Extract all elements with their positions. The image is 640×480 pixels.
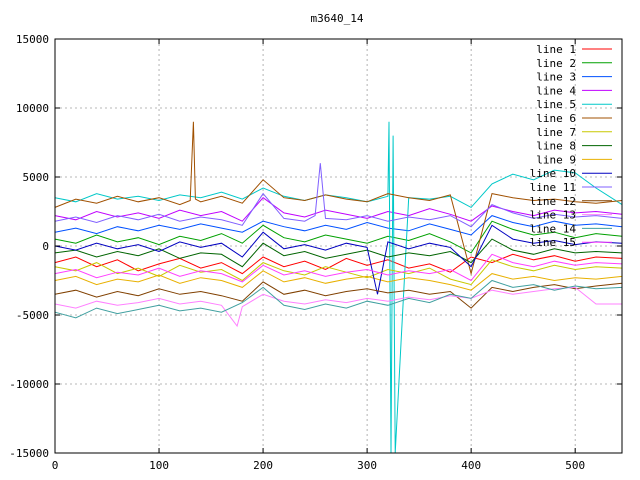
y-tick-label: -10000 <box>9 378 49 391</box>
legend-label-2: line 2 <box>536 57 576 70</box>
x-tick-label: 100 <box>149 459 169 472</box>
legend-label-12: line 12 <box>530 195 576 208</box>
series-line-12 <box>54 281 623 309</box>
series-line-7 <box>54 259 623 286</box>
series-line-4 <box>54 197 623 222</box>
x-tick-label: 300 <box>357 459 377 472</box>
legend-label-6: line 6 <box>536 112 576 125</box>
x-tick-label: 400 <box>461 459 481 472</box>
series-line-13 <box>54 286 622 328</box>
chart-title: m3640_14 <box>311 12 364 25</box>
legend-label-7: line 7 <box>536 126 576 139</box>
legend-label-10: line 10 <box>530 167 576 180</box>
series-line-6 <box>54 121 623 276</box>
x-tick-label: 500 <box>565 459 585 472</box>
series-line-3 <box>54 215 623 236</box>
series-line-9 <box>54 270 623 291</box>
series-line-8 <box>54 238 623 268</box>
legend-label-8: line 8 <box>536 140 576 153</box>
x-tick-label: 0 <box>52 459 59 472</box>
grid <box>55 39 622 453</box>
y-tick-label: 10000 <box>16 102 49 115</box>
y-tick-label: -5000 <box>16 309 49 322</box>
x-tick-label: 200 <box>253 459 273 472</box>
legend-label-13: line 13 <box>530 209 576 222</box>
series-group <box>54 121 623 454</box>
y-tick-label: 0 <box>42 240 49 253</box>
legend-label-3: line 3 <box>536 71 576 84</box>
legend-label-4: line 4 <box>536 84 576 97</box>
series-line-2 <box>54 220 623 254</box>
series-line-10 <box>54 224 623 295</box>
legend-label-1: line 1 <box>536 43 576 56</box>
legend-label-11: line 11 <box>530 181 576 194</box>
legend-label-5: line 5 <box>536 98 576 111</box>
series-line-14 <box>54 279 623 319</box>
y-tick-label: 15000 <box>16 33 49 46</box>
axes: 0 100 200 300 400 500 -15000 -10000 -5000 0 5000 10… <box>9 33 623 472</box>
y-tick-label: 5000 <box>23 171 50 184</box>
legend-label-9: line 9 <box>536 153 576 166</box>
series-line-11 <box>54 163 623 228</box>
legend-label-14: line 14 <box>530 222 577 235</box>
series-line-15 <box>54 253 623 283</box>
legend-label-15: line 15 <box>530 236 576 249</box>
y-tick-label: -15000 <box>9 447 49 460</box>
series-line-1 <box>54 253 623 275</box>
series-line-5 <box>54 121 623 454</box>
